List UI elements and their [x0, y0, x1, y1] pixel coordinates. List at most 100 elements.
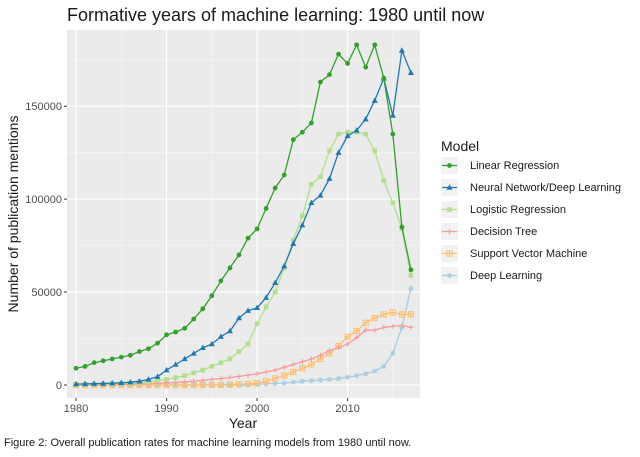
data-point-logistic-regression: [263, 304, 269, 310]
data-point-neural-network-deep-learning: [199, 344, 206, 351]
data-point-deep-learning: [363, 371, 369, 377]
data-point-decision-tree: [173, 379, 179, 385]
data-point-neural-network-deep-learning: [73, 380, 80, 387]
data-point-neural-network-deep-learning: [407, 69, 414, 75]
data-point-decision-tree: [290, 361, 296, 368]
legend-label: Support Vector Machine: [470, 248, 587, 260]
data-point-linear-regression: [299, 129, 305, 135]
chart-title: Formative years of machine learning: 198…: [67, 5, 485, 25]
x-tick-label: 2000: [245, 403, 269, 415]
data-point-linear-regression: [281, 172, 287, 178]
data-point-decision-tree: [254, 371, 260, 377]
data-point-neural-network-deep-learning: [82, 380, 89, 387]
data-point-logistic-regression: [318, 174, 323, 180]
data-point-deep-learning: [281, 380, 287, 386]
data-point-logistic-regression: [336, 131, 341, 137]
data-point-decision-tree: [200, 377, 206, 383]
data-point-deep-learning: [290, 379, 296, 385]
series-decision-tree: [73, 322, 414, 388]
y-tick-label: 50000: [31, 287, 62, 299]
series-neural-network-deep-learning: [73, 47, 414, 387]
data-point-neural-network-deep-learning: [190, 350, 197, 356]
data-point-neural-network-deep-learning: [398, 47, 405, 53]
data-point-linear-regression: [109, 356, 115, 362]
legend-key-marker: [446, 184, 453, 190]
data-point-linear-regression: [336, 51, 341, 57]
data-point-logistic-regression: [191, 370, 197, 376]
data-point-decision-tree: [218, 375, 224, 382]
data-point-neural-network-deep-learning: [208, 340, 215, 347]
data-point-deep-learning: [326, 376, 333, 383]
data-point-linear-regression: [372, 42, 378, 48]
data-point-decision-tree: [263, 369, 269, 375]
data-point-logistic-regression: [236, 349, 242, 354]
data-point-linear-regression: [127, 352, 133, 358]
data-point-linear-regression: [408, 267, 414, 273]
data-point-deep-learning: [372, 368, 378, 374]
series-layer: [72, 42, 415, 389]
data-point-linear-regression: [191, 316, 197, 322]
data-point-linear-regression: [91, 360, 97, 366]
data-point-linear-regression: [263, 206, 269, 211]
data-point-logistic-regression: [272, 289, 278, 295]
data-point-support-vector-machine: [389, 309, 396, 316]
data-point-neural-network-deep-learning: [389, 112, 396, 118]
legend-item-decision-tree: Decision Tree: [441, 223, 537, 240]
data-point-support-vector-machine: [263, 378, 270, 385]
data-point-neural-network-deep-learning: [290, 240, 297, 246]
data-point-decision-tree: [335, 345, 342, 351]
legend-item-linear-regression: Linear Regression: [441, 157, 559, 174]
data-point-support-vector-machine: [272, 375, 279, 382]
data-point-neural-network-deep-learning: [335, 149, 342, 155]
data-point-neural-network-deep-learning: [217, 333, 224, 339]
data-point-linear-regression: [227, 265, 233, 271]
data-point-linear-regression: [245, 235, 251, 241]
data-point-support-vector-machine: [281, 372, 288, 379]
data-point-linear-regression: [390, 131, 396, 137]
legend: Linear Regression Neural Network/Deep Lea…: [441, 157, 621, 284]
data-point-logistic-regression: [146, 379, 151, 384]
data-point-deep-learning: [272, 380, 278, 387]
data-point-logistic-regression: [173, 375, 178, 380]
data-point-deep-learning: [344, 374, 351, 380]
data-point-decision-tree: [281, 364, 287, 370]
data-point-logistic-regression: [245, 341, 251, 347]
data-point-decision-tree: [227, 374, 233, 381]
data-point-decision-tree: [326, 348, 333, 354]
data-point-logistic-regression: [372, 148, 378, 154]
data-point-decision-tree: [245, 372, 251, 378]
data-point-decision-tree: [344, 341, 351, 347]
legend-key-marker: [446, 272, 453, 279]
data-point-deep-learning: [381, 363, 387, 370]
data-point-neural-network-deep-learning: [181, 355, 188, 362]
data-point-support-vector-machine: [353, 327, 360, 335]
data-point-linear-regression: [182, 325, 188, 331]
data-point-logistic-regression: [227, 356, 233, 362]
data-point-linear-regression: [155, 340, 160, 346]
data-point-neural-network-deep-learning: [326, 175, 333, 181]
data-point-neural-network-deep-learning: [299, 221, 306, 228]
data-point-neural-network-deep-learning: [235, 314, 242, 321]
data-point-neural-network-deep-learning: [145, 376, 152, 382]
data-point-neural-network-deep-learning: [272, 279, 279, 285]
data-point-logistic-regression: [164, 377, 169, 382]
data-point-linear-regression: [236, 252, 242, 258]
legend-item-neural-network-deep-learning: Neural Network/Deep Learning: [441, 179, 621, 196]
data-point-linear-regression: [381, 75, 387, 81]
legend-label: Logistic Regression: [470, 204, 566, 216]
data-point-neural-network-deep-learning: [172, 361, 179, 367]
data-point-neural-network-deep-learning: [118, 379, 125, 385]
data-point-neural-network-deep-learning: [281, 262, 288, 269]
y-tick-label: 100000: [25, 194, 62, 206]
legend-item-support-vector-machine: Support Vector Machine: [441, 245, 587, 262]
data-point-decision-tree: [209, 376, 215, 383]
data-point-deep-learning: [308, 378, 314, 384]
data-point-neural-network-deep-learning: [308, 199, 315, 206]
data-point-neural-network-deep-learning: [136, 378, 143, 384]
data-point-support-vector-machine: [398, 311, 405, 318]
data-point-neural-network-deep-learning: [317, 192, 324, 198]
data-point-support-vector-machine: [217, 381, 224, 388]
legend-label: Decision Tree: [470, 226, 537, 238]
data-point-decision-tree: [381, 324, 387, 330]
